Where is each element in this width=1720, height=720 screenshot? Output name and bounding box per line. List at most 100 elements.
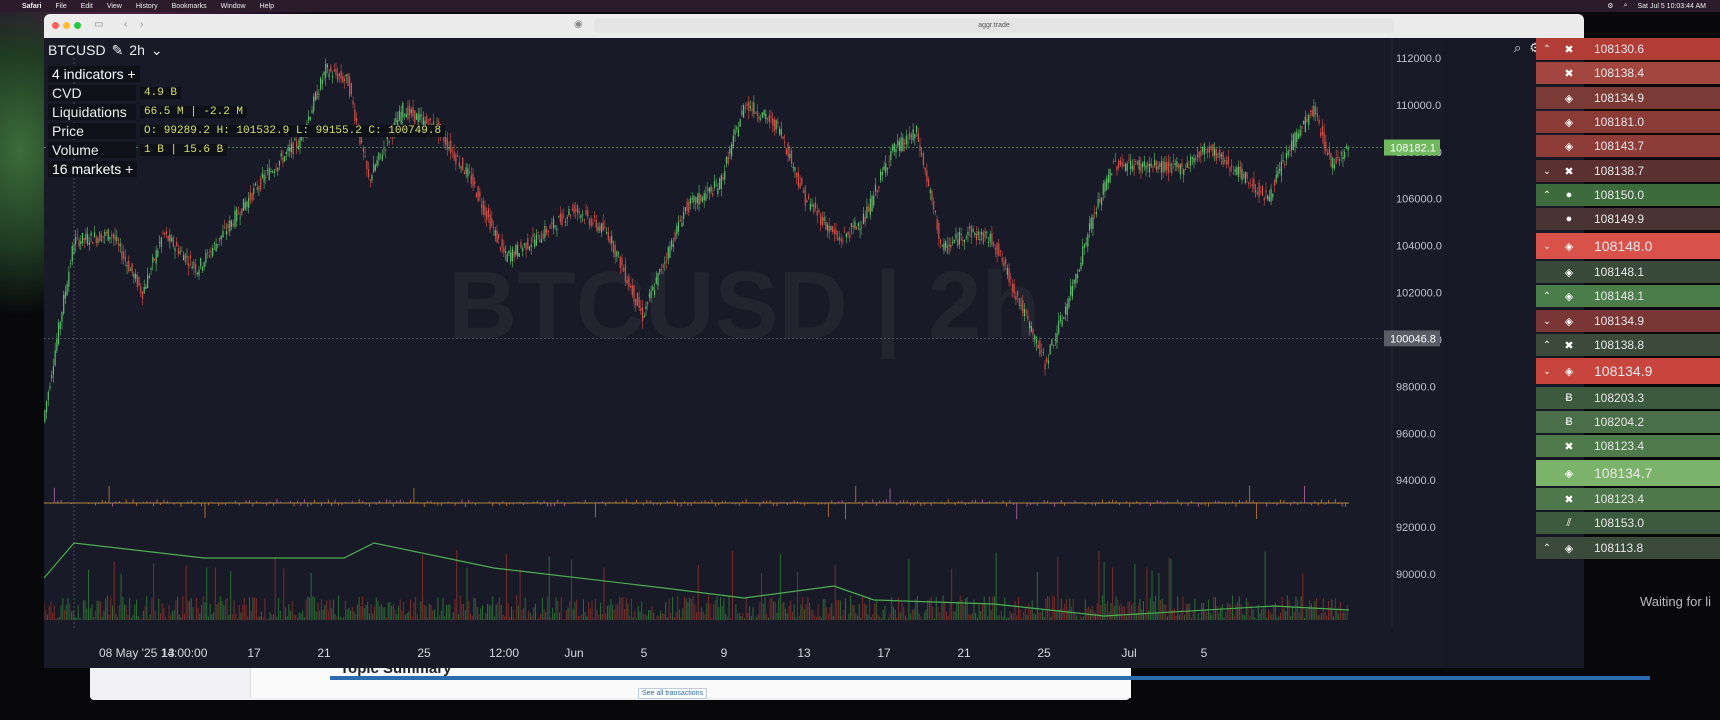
menubar-datetime[interactable]: Sat Jul 5 10:03:44 AM — [1637, 2, 1707, 10]
candle-body — [888, 160, 890, 162]
candle-body — [1337, 157, 1339, 159]
candle-body — [1321, 126, 1324, 136]
chevron-down-icon[interactable]: ⌄ — [150, 42, 163, 58]
trade-row[interactable]: ✖ 108123.4 — [1536, 488, 1720, 510]
add-indicator-icon[interactable]: + — [127, 65, 136, 82]
indicator-row[interactable]: Price O: 99289.2 H: 101532.9 L: 99155.2 C… — [48, 121, 446, 140]
menu-edit[interactable]: Edit — [80, 2, 93, 10]
trade-row[interactable]: ⌃ ● 108150.0 — [1536, 184, 1720, 206]
edit-pencil-icon[interactable]: ✎ — [111, 42, 124, 58]
candle-body — [268, 167, 270, 180]
candle-body — [667, 247, 669, 260]
candle-body — [686, 201, 688, 211]
price-chart[interactable]: BTCUSD | 2h112000.0110000.0108000.010600… — [44, 38, 1444, 668]
candle-body — [1064, 306, 1067, 315]
candle-body — [1249, 185, 1252, 187]
spotlight-icon[interactable]: ⌕ — [1623, 2, 1628, 9]
trade-row[interactable]: ⌄ ◈ 108148.0 — [1536, 233, 1720, 259]
candle-body — [549, 226, 551, 229]
trade-row[interactable]: ⫽ 108153.0 — [1536, 512, 1720, 534]
timeframe-label[interactable]: 2h — [129, 42, 145, 58]
menu-history[interactable]: History — [135, 2, 158, 10]
zoom-window-icon[interactable] — [74, 22, 81, 29]
trade-row[interactable]: ⌃ ◈ 108148.1 — [1536, 285, 1720, 307]
candle-body — [1177, 163, 1180, 169]
trade-row[interactable]: ✖ 108123.4 — [1536, 435, 1720, 457]
candle-body — [801, 178, 803, 185]
symbol-selector[interactable]: BTCUSD ✎ 2h ⌄ — [48, 42, 163, 59]
sidebar-toggle-icon[interactable]: ▭ — [94, 19, 104, 30]
trade-row[interactable]: ◈ 108148.1 — [1536, 261, 1720, 283]
candle-body — [1073, 279, 1075, 284]
menu-view[interactable]: View — [106, 2, 122, 10]
candle-body — [948, 244, 950, 247]
candle-body — [857, 223, 859, 227]
forward-icon[interactable]: › — [140, 19, 144, 30]
trade-row[interactable]: Ƀ 108203.3 — [1536, 387, 1720, 409]
menu-file[interactable]: File — [55, 2, 67, 10]
candlestick-chart-svg[interactable]: BTCUSD | 2h112000.0110000.0108000.010600… — [44, 38, 1444, 668]
candle-body — [1191, 156, 1193, 159]
markets-header[interactable]: 16 markets + — [48, 160, 138, 177]
indicator-row[interactable]: CVD 4.9 B — [48, 83, 445, 102]
trade-row[interactable]: ⌄ ◈ 108134.9 — [1536, 310, 1720, 332]
trade-row[interactable]: ◈ 108143.7 — [1536, 135, 1720, 157]
menu-bookmarks[interactable]: Bookmarks — [171, 2, 207, 10]
candle-body — [621, 257, 623, 266]
candle-body — [321, 80, 323, 84]
indicators-header[interactable]: 4 indicators + — [48, 65, 140, 82]
candle-body — [698, 192, 700, 205]
privacy-icon[interactable]: ◉ — [574, 19, 583, 30]
control-center-icon[interactable]: ⚙ — [1607, 3, 1614, 10]
menu-safari[interactable]: Safari — [22, 2, 42, 10]
see-all-transactions-link[interactable]: See all transactions — [638, 688, 708, 699]
candle-body — [1160, 161, 1163, 173]
candle-body — [1135, 160, 1137, 162]
candle-body — [599, 225, 601, 231]
candle-body — [1203, 144, 1205, 155]
symbol-label[interactable]: BTCUSD — [48, 42, 106, 58]
candle-body — [720, 175, 722, 189]
candle-body — [337, 74, 339, 81]
trade-row[interactable]: ⌄ ✖ 108138.7 — [1536, 160, 1720, 182]
trade-row[interactable]: ⌃ ✖ 108130.6 — [1536, 38, 1720, 60]
candle-body — [319, 77, 322, 90]
trade-row[interactable]: ◈ 108134.7 — [1536, 460, 1720, 486]
gear-icon[interactable]: ⚙ — [1529, 40, 1541, 56]
candle-body — [614, 245, 616, 257]
candle-body — [929, 189, 931, 194]
indicator-row[interactable]: Volume 1 B | 15.6 B — [48, 140, 445, 159]
add-market-icon[interactable]: + — [125, 160, 134, 177]
trade-row[interactable]: ◈ 108181.0 — [1536, 111, 1720, 133]
menu-help[interactable]: Help — [259, 2, 274, 10]
candle-body — [1040, 350, 1043, 352]
candle-body — [56, 338, 58, 351]
indicator-row[interactable]: Liquidations 66.5 M | -2.2 M — [48, 102, 445, 121]
trade-row[interactable]: Ƀ 108204.2 — [1536, 411, 1720, 433]
candle-body — [1121, 162, 1123, 167]
candle-body — [756, 110, 758, 117]
minimize-window-icon[interactable] — [63, 22, 70, 29]
trade-row[interactable]: ⌃ ✖ 108138.8 — [1536, 334, 1720, 356]
candle-body — [342, 76, 344, 83]
candle-body — [486, 211, 488, 221]
candle-body — [856, 226, 858, 229]
close-window-icon[interactable] — [52, 22, 59, 29]
trade-row[interactable]: ◈ 108134.9 — [1536, 87, 1720, 109]
url-bar[interactable]: aggr.trade — [594, 18, 1394, 33]
search-icon[interactable]: ⌕ — [1514, 40, 1522, 55]
candle-body — [710, 186, 712, 192]
candle-body — [840, 238, 842, 242]
candle-body — [828, 225, 830, 233]
trade-row[interactable]: ● 108149.9 — [1536, 208, 1720, 230]
candle-body — [249, 192, 251, 200]
back-icon[interactable]: ‹ — [124, 19, 128, 30]
candle-body — [366, 160, 368, 170]
candle-body — [737, 128, 740, 137]
menu-window[interactable]: Window — [220, 2, 246, 10]
trade-row[interactable]: ✖ 108138.4 — [1536, 62, 1720, 84]
candle-body — [227, 224, 229, 229]
trade-row[interactable]: ⌃ ◈ 108113.8 — [1536, 537, 1720, 559]
candle-body — [71, 246, 73, 262]
trade-row[interactable]: ⌄ ◈ 108134.9 — [1536, 358, 1720, 384]
